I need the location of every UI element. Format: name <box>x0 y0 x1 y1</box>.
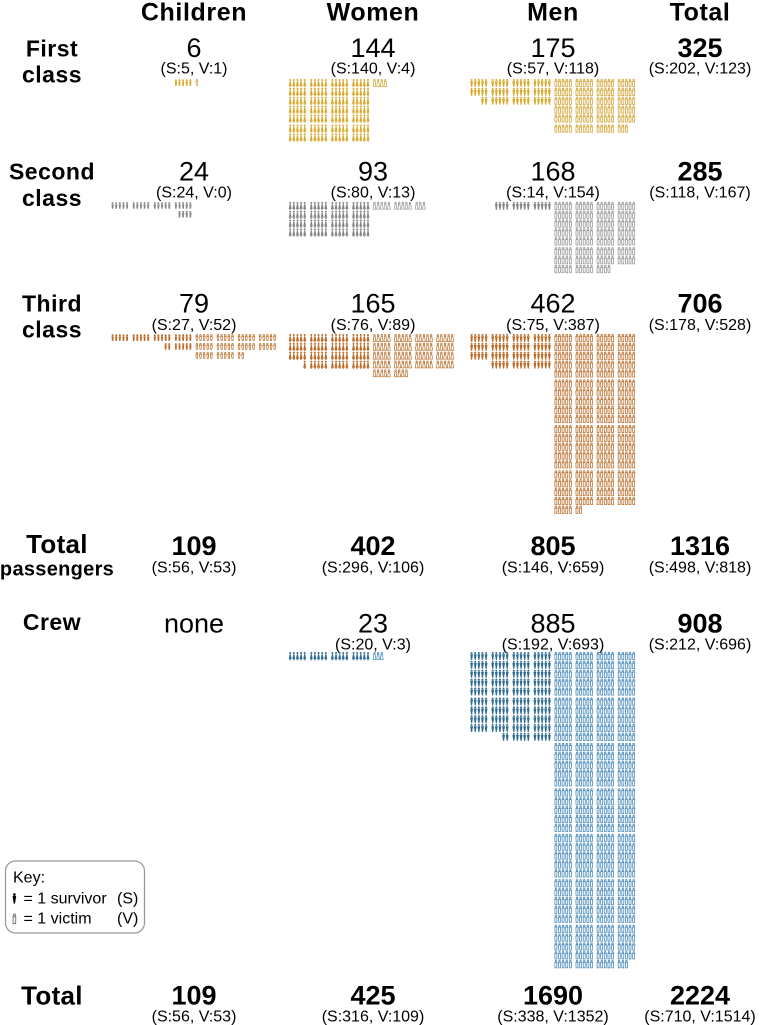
svg-text:Total: Total <box>26 529 88 559</box>
svg-text:425: 425 <box>350 981 395 1011</box>
svg-text:(S:24, V:0): (S:24, V:0) <box>156 185 232 202</box>
svg-text:Crew: Crew <box>23 609 81 635</box>
svg-text:(S:14, V:154): (S:14, V:154) <box>506 185 600 202</box>
svg-text:(S:192, V:693): (S:192, V:693) <box>502 637 605 654</box>
svg-text:Total: Total <box>670 0 731 27</box>
svg-text:(S:338, V:1352): (S:338, V:1352) <box>497 1009 608 1025</box>
svg-text:1690: 1690 <box>523 981 583 1011</box>
svg-text:6: 6 <box>186 33 201 63</box>
svg-text:2224: 2224 <box>670 981 730 1011</box>
svg-text:462: 462 <box>530 289 575 319</box>
svg-text:= 1 survivor: = 1 survivor <box>24 891 108 908</box>
svg-text:(S:20, V:3): (S:20, V:3) <box>335 637 411 654</box>
svg-text:109: 109 <box>171 981 216 1011</box>
svg-text:23: 23 <box>358 609 388 639</box>
svg-text:1316: 1316 <box>670 531 730 561</box>
svg-text:(S:56, V:53): (S:56, V:53) <box>152 560 237 577</box>
svg-text:402: 402 <box>350 531 395 561</box>
svg-text:(S:118, V:167): (S:118, V:167) <box>649 185 750 202</box>
svg-text:(S:56, V:53): (S:56, V:53) <box>152 1009 237 1025</box>
svg-text:325: 325 <box>677 33 722 63</box>
svg-text:(S:140, V:4): (S:140, V:4) <box>331 61 416 78</box>
svg-text:(S:27, V:52): (S:27, V:52) <box>152 317 237 334</box>
svg-text:79: 79 <box>179 289 209 319</box>
svg-text:Total: Total <box>21 981 83 1011</box>
svg-text:175: 175 <box>530 33 575 63</box>
svg-text:(S:75, V:387): (S:75, V:387) <box>506 317 600 334</box>
svg-text:805: 805 <box>530 531 575 561</box>
svg-text:144: 144 <box>350 33 395 63</box>
svg-text:passengers: passengers <box>0 559 114 581</box>
svg-text:885: 885 <box>530 609 575 639</box>
svg-text:none: none <box>164 609 224 639</box>
svg-text:24: 24 <box>179 157 209 187</box>
svg-text:(S:202, V:123): (S:202, V:123) <box>649 61 752 78</box>
svg-text:(S:296, V:106): (S:296, V:106) <box>322 560 425 577</box>
svg-text:(S:76, V:89): (S:76, V:89) <box>331 317 416 334</box>
svg-text:Key:: Key: <box>13 870 45 887</box>
svg-text:109: 109 <box>171 531 216 561</box>
svg-text:168: 168 <box>530 157 575 187</box>
svg-text:93: 93 <box>358 157 388 187</box>
svg-text:285: 285 <box>677 157 722 187</box>
svg-text:(S:178, V:528): (S:178, V:528) <box>649 317 752 334</box>
svg-text:First: First <box>26 36 78 62</box>
svg-text:(S:80, V:13): (S:80, V:13) <box>331 185 416 202</box>
svg-text:165: 165 <box>350 289 395 319</box>
svg-text:(S:710, V:1514): (S:710, V:1514) <box>644 1009 755 1025</box>
svg-text:Men: Men <box>527 0 579 27</box>
svg-text:= 1 victim: = 1 victim <box>24 911 92 928</box>
svg-text:(S): (S) <box>117 891 138 908</box>
svg-text:(S:5, V:1): (S:5, V:1) <box>161 61 228 78</box>
svg-text:(S:146, V:659): (S:146, V:659) <box>502 560 605 577</box>
svg-text:706: 706 <box>677 289 722 319</box>
svg-text:Women: Women <box>327 0 420 27</box>
svg-text:(S:316, V:109): (S:316, V:109) <box>322 1009 425 1025</box>
svg-text:Third: Third <box>22 290 82 316</box>
svg-text:Children: Children <box>141 0 247 27</box>
svg-text:class: class <box>22 316 82 342</box>
svg-text:class: class <box>22 185 82 211</box>
svg-text:(S:498, V:818): (S:498, V:818) <box>649 560 752 577</box>
svg-text:908: 908 <box>677 609 722 639</box>
svg-text:(S:212, V:696): (S:212, V:696) <box>649 637 752 654</box>
svg-text:(S:57, V:118): (S:57, V:118) <box>507 61 600 78</box>
svg-text:class: class <box>22 62 82 88</box>
svg-text:(V): (V) <box>117 911 138 928</box>
svg-text:Second: Second <box>9 159 95 185</box>
